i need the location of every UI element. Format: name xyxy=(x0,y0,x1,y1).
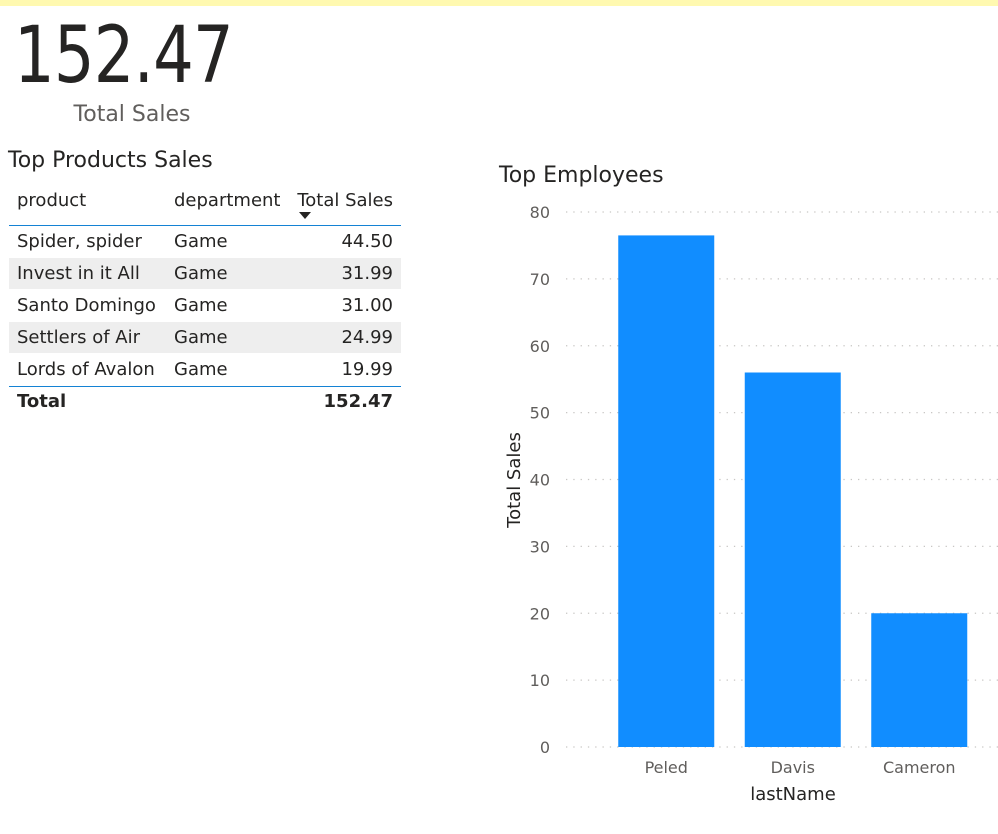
cell-product: Lords of Avalon xyxy=(17,359,155,380)
table-body: Spider, spider Game 44.50 Invest in it All G… xyxy=(9,226,401,386)
x-tick-label: Davis xyxy=(771,758,815,777)
column-header-product[interactable]: product xyxy=(17,190,87,211)
table-row[interactable]: Spider, spider Game 44.50 xyxy=(9,226,401,258)
column-header-total-sales[interactable]: Total Sales xyxy=(297,190,393,211)
products-table: product department Total Sales Spider, s… xyxy=(9,184,401,417)
y-tick-label: 60 xyxy=(530,337,550,356)
cell-total-sales: 31.00 xyxy=(341,295,393,316)
cell-total-sales: 24.99 xyxy=(341,327,393,348)
table-row[interactable]: Invest in it All Game 31.99 xyxy=(9,258,401,290)
y-tick-label: 80 xyxy=(530,203,550,222)
table-total-row: Total 152.47 xyxy=(9,386,401,417)
cell-department: Game xyxy=(174,231,228,252)
x-axis-title: lastName xyxy=(750,784,836,805)
x-tick-label: Cameron xyxy=(883,758,956,777)
table-header-row: product department Total Sales xyxy=(9,184,401,226)
chart-title: Top Employees xyxy=(499,163,664,188)
y-tick-label: 30 xyxy=(530,537,550,556)
card-value: 152.47 xyxy=(14,11,234,101)
y-tick-label: 50 xyxy=(530,404,550,423)
top-accent-bar xyxy=(0,0,998,6)
cell-product: Invest in it All xyxy=(17,263,140,284)
cell-total-sales: 44.50 xyxy=(341,231,393,252)
table-title: Top Products Sales xyxy=(8,148,213,173)
y-tick-label: 0 xyxy=(540,738,550,757)
cell-product: Spider, spider xyxy=(17,231,142,252)
column-header-department[interactable]: department xyxy=(174,190,281,211)
cell-product: Settlers of Air xyxy=(17,327,140,348)
cell-product: Santo Domingo xyxy=(17,295,156,316)
cell-total-sales: 31.99 xyxy=(341,263,393,284)
cell-department: Game xyxy=(174,327,228,348)
cell-total-sales: 19.99 xyxy=(341,359,393,380)
y-tick-label: 40 xyxy=(530,471,550,490)
y-axis-title: Total Sales xyxy=(504,432,525,529)
cell-department: Game xyxy=(174,263,228,284)
card-label: Total Sales xyxy=(73,102,191,127)
y-tick-label: 20 xyxy=(530,604,550,623)
y-tick-label: 10 xyxy=(530,671,550,690)
bar[interactable] xyxy=(871,613,968,747)
table-row[interactable]: Santo Domingo Game 31.00 xyxy=(9,290,401,322)
bar[interactable] xyxy=(744,372,841,748)
table-row[interactable]: Settlers of Air Game 24.99 xyxy=(9,322,401,354)
total-value: 152.47 xyxy=(323,391,393,412)
bar[interactable] xyxy=(618,235,715,747)
table-row[interactable]: Lords of Avalon Game 19.99 xyxy=(9,354,401,386)
total-label: Total xyxy=(17,391,67,412)
cell-department: Game xyxy=(174,359,228,380)
y-tick-label: 70 xyxy=(530,270,550,289)
sort-descending-icon[interactable] xyxy=(299,212,311,219)
cell-department: Game xyxy=(174,295,228,316)
top-employees-bar-chart[interactable]: 0 10 20 30 40 50 60 70 80 Peled Davis Cameron lastNa… xyxy=(490,195,998,815)
x-tick-label: Peled xyxy=(645,758,688,777)
